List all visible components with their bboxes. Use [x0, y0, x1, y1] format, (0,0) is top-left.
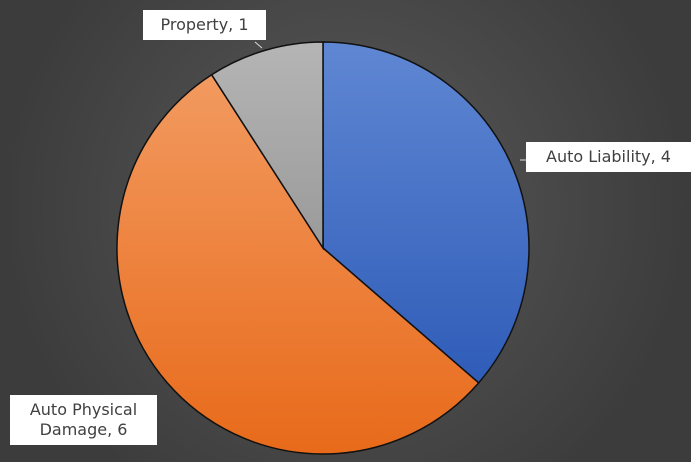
leader-line	[254, 41, 263, 49]
data-label: Auto Liability, 4	[526, 142, 691, 172]
data-label: Property, 1	[143, 10, 266, 40]
pie-slice	[210, 41, 324, 251]
pie-slice	[116, 73, 480, 455]
pie-slice	[322, 41, 530, 384]
data-label: Auto Physical Damage, 6	[10, 395, 157, 445]
